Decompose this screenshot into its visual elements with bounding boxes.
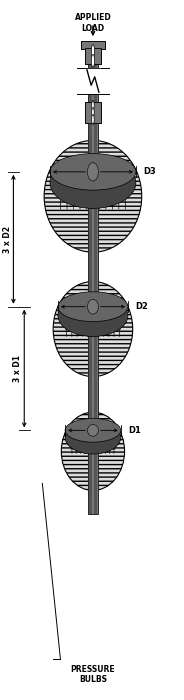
Ellipse shape [58,292,128,321]
Bar [89,58,92,514]
Ellipse shape [53,281,133,377]
Bar [85,102,101,123]
Ellipse shape [58,295,128,337]
Bar [81,41,105,49]
Bar [94,58,97,514]
Ellipse shape [87,424,98,436]
Circle shape [92,108,94,118]
Circle shape [91,45,95,57]
Text: APPLIED
LOAD: APPLIED LOAD [75,13,111,33]
Ellipse shape [87,162,98,181]
Bar [85,48,101,64]
Text: D1: D1 [128,426,141,435]
Text: 3 x D2: 3 x D2 [3,226,12,253]
Circle shape [91,55,95,67]
Bar [85,102,101,123]
Text: D2: D2 [135,302,148,312]
Text: D3: D3 [143,167,156,176]
Circle shape [92,115,94,125]
Bar [81,41,105,49]
Ellipse shape [61,412,125,491]
Ellipse shape [50,153,136,190]
Bar [85,48,101,64]
Circle shape [92,108,94,118]
Text: PRESSURE
BULBS: PRESSURE BULBS [71,664,115,684]
Circle shape [92,101,94,111]
Ellipse shape [50,158,136,209]
Ellipse shape [44,141,142,252]
Bar [94,58,97,514]
Bar [88,58,98,514]
Bar [89,58,92,514]
Ellipse shape [65,419,121,442]
Ellipse shape [87,299,98,314]
Text: 3 x D1: 3 x D1 [13,355,22,382]
Ellipse shape [65,421,121,454]
Circle shape [92,101,94,111]
Circle shape [91,45,95,57]
Bar [85,68,101,95]
Circle shape [92,115,94,125]
Bar [85,68,101,95]
Circle shape [91,55,95,67]
Bar [88,58,98,514]
